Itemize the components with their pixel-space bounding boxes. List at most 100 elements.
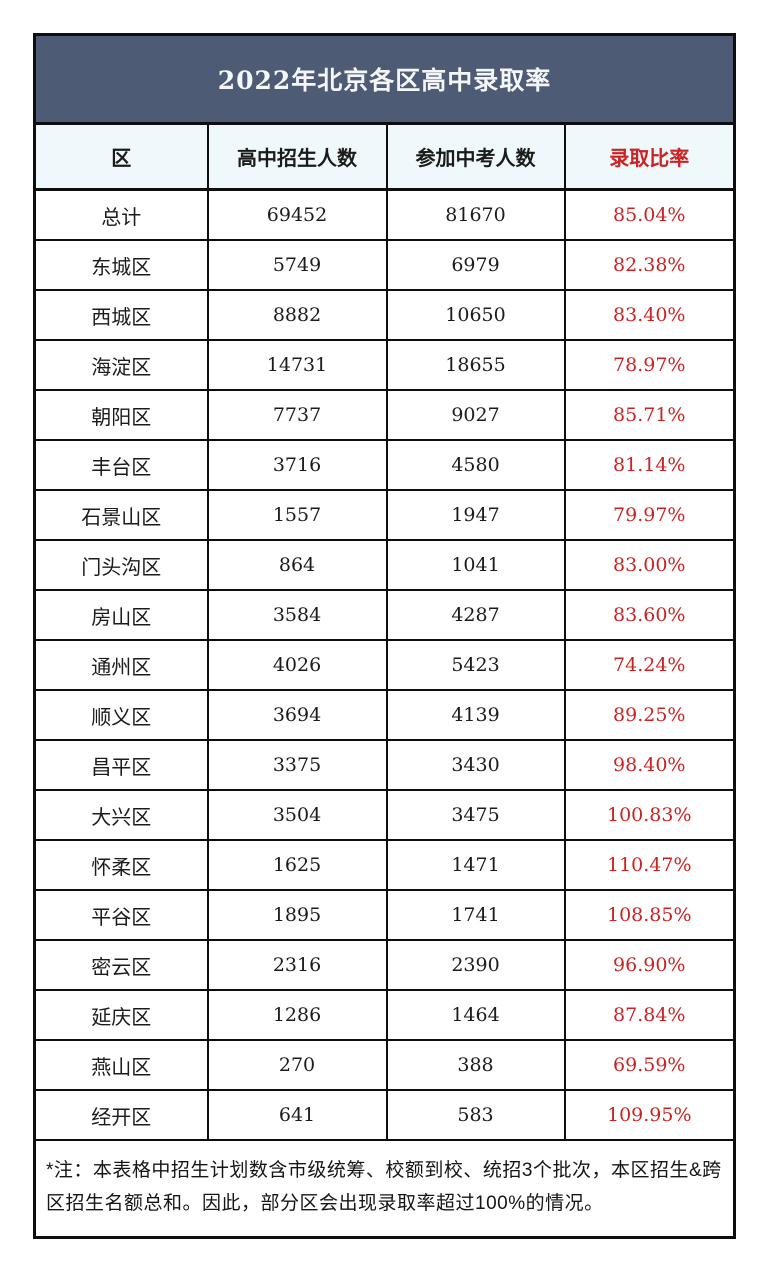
rate-cell: 110.47% (563, 839, 736, 891)
footnote-row: *注：本表格中招生计划数含市级统筹、校额到校、统招3个批次，本区招生&跨区招生名… (33, 1139, 736, 1238)
rate-cell: 74.24% (563, 639, 736, 691)
table-row: 丰台区 3716 4580 81.14% (33, 439, 736, 491)
examinees-cell: 3475 (385, 789, 566, 841)
enrolled-cell: 864 (206, 539, 388, 591)
enrolled-cell: 4026 (206, 639, 388, 691)
table-row: 怀柔区 1625 1471 110.47% (33, 839, 736, 891)
rate-cell: 78.97% (563, 339, 736, 391)
district-cell: 昌平区 (33, 739, 209, 791)
enrolled-cell: 270 (206, 1039, 388, 1091)
table-row: 房山区 3584 4287 83.60% (33, 589, 736, 641)
column-header-rate: 录取比率 (563, 122, 736, 191)
district-cell: 延庆区 (33, 989, 209, 1041)
rate-cell: 100.83% (563, 789, 736, 841)
rate-cell: 108.85% (563, 889, 736, 941)
rate-cell: 89.25% (563, 689, 736, 741)
rate-cell: 85.71% (563, 389, 736, 441)
examinees-cell: 9027 (385, 389, 566, 441)
column-header-examinees: 参加中考人数 (385, 122, 566, 191)
district-cell: 经开区 (33, 1089, 209, 1141)
enrolled-cell: 1895 (206, 889, 388, 941)
examinees-cell: 10650 (385, 289, 566, 341)
district-cell: 总计 (33, 188, 209, 241)
examinees-cell: 1741 (385, 889, 566, 941)
examinees-cell: 1041 (385, 539, 566, 591)
examinees-cell: 3430 (385, 739, 566, 791)
enrolled-cell: 14731 (206, 339, 388, 391)
table-title: 2022年北京各区高中录取率 (33, 33, 736, 125)
title-row: 2022年北京各区高中录取率 (33, 33, 736, 125)
examinees-cell: 4580 (385, 439, 566, 491)
column-header-district: 区 (33, 122, 209, 191)
enrolled-cell: 3584 (206, 589, 388, 641)
district-cell: 丰台区 (33, 439, 209, 491)
enrolled-cell: 3375 (206, 739, 388, 791)
table-row: 延庆区 1286 1464 87.84% (33, 989, 736, 1041)
rate-cell: 79.97% (563, 489, 736, 541)
table-row: 海淀区 14731 18655 78.97% (33, 339, 736, 391)
enrolled-cell: 641 (206, 1089, 388, 1141)
table-row: 门头沟区 864 1041 83.00% (33, 539, 736, 591)
examinees-cell: 4287 (385, 589, 566, 641)
rate-cell: 109.95% (563, 1089, 736, 1141)
enrolled-cell: 1286 (206, 989, 388, 1041)
examinees-cell: 6979 (385, 239, 566, 291)
table-row: 朝阳区 7737 9027 85.71% (33, 389, 736, 441)
table-row: 密云区 2316 2390 96.90% (33, 939, 736, 991)
table-row: 平谷区 1895 1741 108.85% (33, 889, 736, 941)
rate-cell: 82.38% (563, 239, 736, 291)
examinees-cell: 583 (385, 1089, 566, 1141)
rate-cell: 69.59% (563, 1039, 736, 1091)
enrolled-cell: 3504 (206, 789, 388, 841)
rate-cell: 81.14% (563, 439, 736, 491)
table-body: 总计 69452 81670 85.04% 东城区 5749 6979 82.3… (33, 188, 736, 1141)
district-cell: 朝阳区 (33, 389, 209, 441)
table-row: 顺义区 3694 4139 89.25% (33, 689, 736, 741)
table-row: 总计 69452 81670 85.04% (33, 188, 736, 241)
table-row: 经开区 641 583 109.95% (33, 1089, 736, 1141)
rate-cell: 98.40% (563, 739, 736, 791)
examinees-cell: 1471 (385, 839, 566, 891)
rate-cell: 96.90% (563, 939, 736, 991)
table-row: 西城区 8882 10650 83.40% (33, 289, 736, 341)
enrolled-cell: 1557 (206, 489, 388, 541)
enrolled-cell: 2316 (206, 939, 388, 991)
examinees-cell: 18655 (385, 339, 566, 391)
district-cell: 房山区 (33, 589, 209, 641)
examinees-cell: 5423 (385, 639, 566, 691)
table-row: 大兴区 3504 3475 100.83% (33, 789, 736, 841)
column-header-enrolled: 高中招生人数 (206, 122, 388, 191)
district-cell: 石景山区 (33, 489, 209, 541)
table-row: 通州区 4026 5423 74.24% (33, 639, 736, 691)
district-cell: 通州区 (33, 639, 209, 691)
examinees-cell: 388 (385, 1039, 566, 1091)
table-row: 燕山区 270 388 69.59% (33, 1039, 736, 1091)
district-cell: 平谷区 (33, 889, 209, 941)
examinees-cell: 1947 (385, 489, 566, 541)
district-cell: 东城区 (33, 239, 209, 291)
rate-cell: 83.60% (563, 589, 736, 641)
examinees-cell: 1464 (385, 989, 566, 1041)
enrolled-cell: 7737 (206, 389, 388, 441)
rate-cell: 85.04% (563, 188, 736, 241)
district-cell: 门头沟区 (33, 539, 209, 591)
examinees-cell: 4139 (385, 689, 566, 741)
enrolled-cell: 1625 (206, 839, 388, 891)
enrolled-cell: 8882 (206, 289, 388, 341)
district-cell: 顺义区 (33, 689, 209, 741)
enrolled-cell: 5749 (206, 239, 388, 291)
district-cell: 密云区 (33, 939, 209, 991)
enrolled-cell: 69452 (206, 188, 388, 241)
rate-cell: 83.00% (563, 539, 736, 591)
examinees-cell: 2390 (385, 939, 566, 991)
column-header-row: 区 高中招生人数 参加中考人数 录取比率 (33, 122, 736, 191)
footnote-text: *注：本表格中招生计划数含市级统筹、校额到校、统招3个批次，本区招生&跨区招生名… (33, 1139, 736, 1238)
district-cell: 大兴区 (33, 789, 209, 841)
district-cell: 西城区 (33, 289, 209, 341)
rate-cell: 83.40% (563, 289, 736, 341)
admission-rate-table: 2022年北京各区高中录取率 区 高中招生人数 参加中考人数 录取比率 总计 6… (33, 33, 737, 1239)
district-cell: 海淀区 (33, 339, 209, 391)
district-cell: 燕山区 (33, 1039, 209, 1091)
table-row: 石景山区 1557 1947 79.97% (33, 489, 736, 541)
